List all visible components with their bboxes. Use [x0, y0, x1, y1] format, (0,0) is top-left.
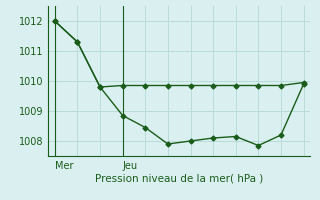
X-axis label: Pression niveau de la mer( hPa ): Pression niveau de la mer( hPa )	[95, 174, 263, 184]
